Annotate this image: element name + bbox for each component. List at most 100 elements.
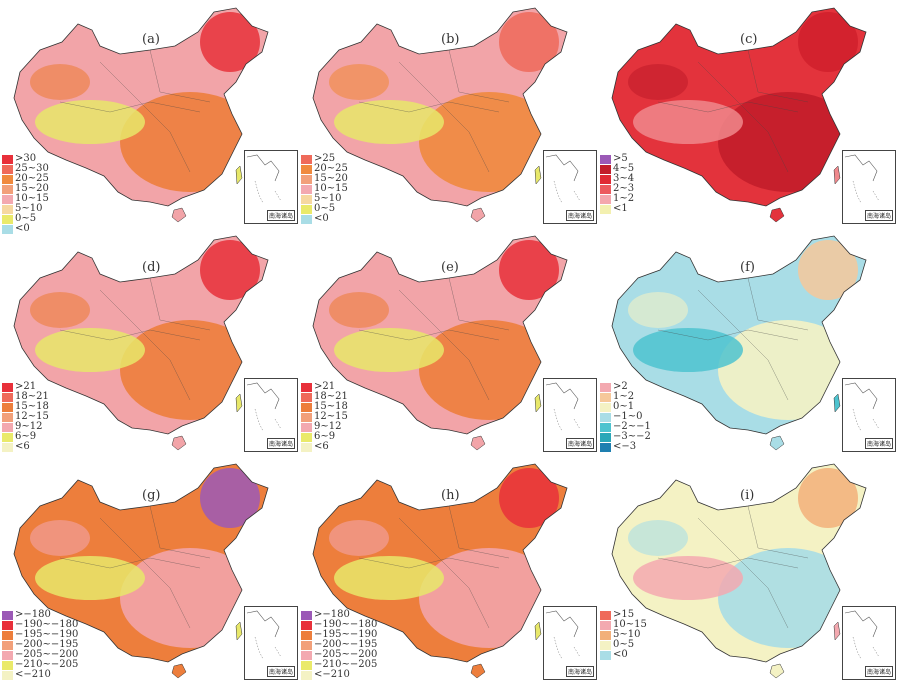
legend: >−180 −190~−180 −195~−190 −200~−195 −205~−20…: [301, 610, 377, 680]
inset-label: 南海诸岛: [864, 438, 893, 449]
inset-map: [844, 610, 880, 660]
legend-item: 0~5: [301, 204, 348, 214]
legend-item: 5~10: [301, 194, 348, 204]
legend-text: 0~5: [314, 203, 336, 214]
legend-item: 20~25: [2, 174, 49, 184]
legend-text: 10~15: [15, 193, 49, 204]
legend-text: −200~−195: [15, 639, 79, 650]
legend-text: −205~−200: [15, 649, 79, 660]
legend-item: <6: [301, 442, 348, 452]
map-panel: (e) >21 18~21 15~18 12~15 9~12 6~9 <6 南海诸岛: [299, 230, 598, 458]
inset-map: [844, 154, 880, 204]
legend-text: 9~12: [314, 421, 342, 432]
legend-item: −210~−205: [301, 660, 377, 670]
legend-text: >−180: [15, 609, 51, 620]
legend-item: 6~9: [301, 432, 348, 442]
legend: >−180 −190~−180 −195~−190 −200~−195 −205~−20…: [2, 610, 78, 680]
legend-swatch: [2, 670, 13, 680]
inset-map: [246, 154, 282, 204]
panel-label: (g): [142, 488, 161, 503]
south-china-sea-inset: 南海诸岛: [244, 150, 298, 224]
legend-swatch: [301, 620, 312, 630]
china-map: [312, 235, 568, 451]
legend-text: −195~−190: [314, 629, 378, 640]
map-panel: (b) >25 20~25 15~20 10~15 5~10 0~5 <0 南海诸岛: [299, 2, 598, 230]
south-china-sea-inset: 南海诸岛: [244, 378, 298, 452]
legend-swatch: [2, 630, 13, 640]
legend-swatch: [2, 422, 13, 432]
legend-item: 15~20: [301, 174, 348, 184]
inset-map: [545, 154, 581, 204]
legend-swatch: [301, 392, 312, 402]
legend-swatch: [2, 194, 13, 204]
legend-item: >21: [2, 382, 49, 392]
legend-item: −2~−1: [600, 422, 651, 432]
china-map: [611, 235, 867, 451]
legend-text: 25~30: [15, 163, 49, 174]
legend-swatch: [600, 610, 611, 620]
legend-swatch: [2, 650, 13, 660]
inset-label: 南海诸岛: [266, 666, 295, 677]
map-panel: (d) >21 18~21 15~18 12~15 9~12 6~9 <6 南海诸岛: [0, 230, 299, 458]
legend-item: 18~21: [2, 392, 49, 402]
legend-text: >2: [613, 381, 628, 392]
legend-item: −205~−200: [301, 650, 377, 660]
panel-label: (a): [142, 32, 160, 47]
legend-item: 0~5: [600, 640, 647, 650]
legend-item: 15~20: [2, 184, 49, 194]
legend-text: 0~5: [15, 213, 37, 224]
legend-item: 1~2: [600, 392, 651, 402]
legend-item: >2: [600, 382, 651, 392]
legend-swatch: [600, 620, 611, 630]
map-panel: (h) >−180 −190~−180 −195~−190 −200~−195 −205~…: [299, 458, 598, 686]
legend-item: 5~10: [2, 204, 49, 214]
legend-swatch: [301, 442, 312, 452]
legend-item: <0: [600, 650, 647, 660]
legend-item: 15~18: [2, 402, 49, 412]
legend-text: >25: [314, 153, 336, 164]
legend-swatch: [2, 432, 13, 442]
legend-text: >21: [15, 381, 37, 392]
legend-item: −190~−180: [2, 620, 78, 630]
legend-text: 0~5: [613, 639, 635, 650]
legend-item: 1~2: [600, 194, 634, 204]
legend-swatch: [301, 640, 312, 650]
legend-swatch: [600, 154, 611, 164]
legend-text: 15~20: [15, 183, 49, 194]
legend-item: −190~−180: [301, 620, 377, 630]
legend-item: <0: [301, 214, 348, 224]
legend-swatch: [301, 670, 312, 680]
legend-text: >21: [314, 381, 336, 392]
legend-text: 12~15: [15, 411, 49, 422]
legend-swatch: [600, 392, 611, 402]
legend-item: 9~12: [2, 422, 49, 432]
legend: >5 4~5 3~4 2~3 1~2 <1: [600, 154, 634, 214]
legend-item: <−3: [600, 442, 651, 452]
panel-label: (f): [740, 260, 755, 275]
legend-swatch: [2, 204, 13, 214]
legend-item: 12~15: [2, 412, 49, 422]
inset-map: [545, 382, 581, 432]
inset-label: 南海诸岛: [565, 666, 594, 677]
legend-text: 5~10: [15, 203, 43, 214]
legend-item: <−210: [301, 670, 377, 680]
south-china-sea-inset: 南海诸岛: [842, 378, 896, 452]
south-china-sea-inset: 南海诸岛: [543, 378, 597, 452]
legend-swatch: [600, 640, 611, 650]
inset-label: 南海诸岛: [565, 438, 594, 449]
panel-label: (e): [441, 260, 459, 275]
legend-swatch: [600, 174, 611, 184]
legend-text: 15~18: [15, 401, 49, 412]
map-panel: (a) >30 25~30 20~25 15~20 10~15 5~10 0~5 <0 南海诸岛: [0, 2, 299, 234]
inset-label: 南海诸岛: [864, 666, 893, 677]
legend-text: <0: [15, 223, 30, 234]
legend-swatch: [301, 204, 312, 214]
inset-map: [246, 610, 282, 660]
legend-text: <0: [613, 649, 628, 660]
legend-text: −3~−2: [613, 431, 651, 442]
legend-item: <0: [2, 224, 49, 234]
legend-item: −195~−190: [301, 630, 377, 640]
inset-map: [844, 382, 880, 432]
map-panel: (i) >15 10~15 5~10 0~5 <0 南海诸岛: [598, 458, 897, 686]
legend-swatch: [301, 422, 312, 432]
